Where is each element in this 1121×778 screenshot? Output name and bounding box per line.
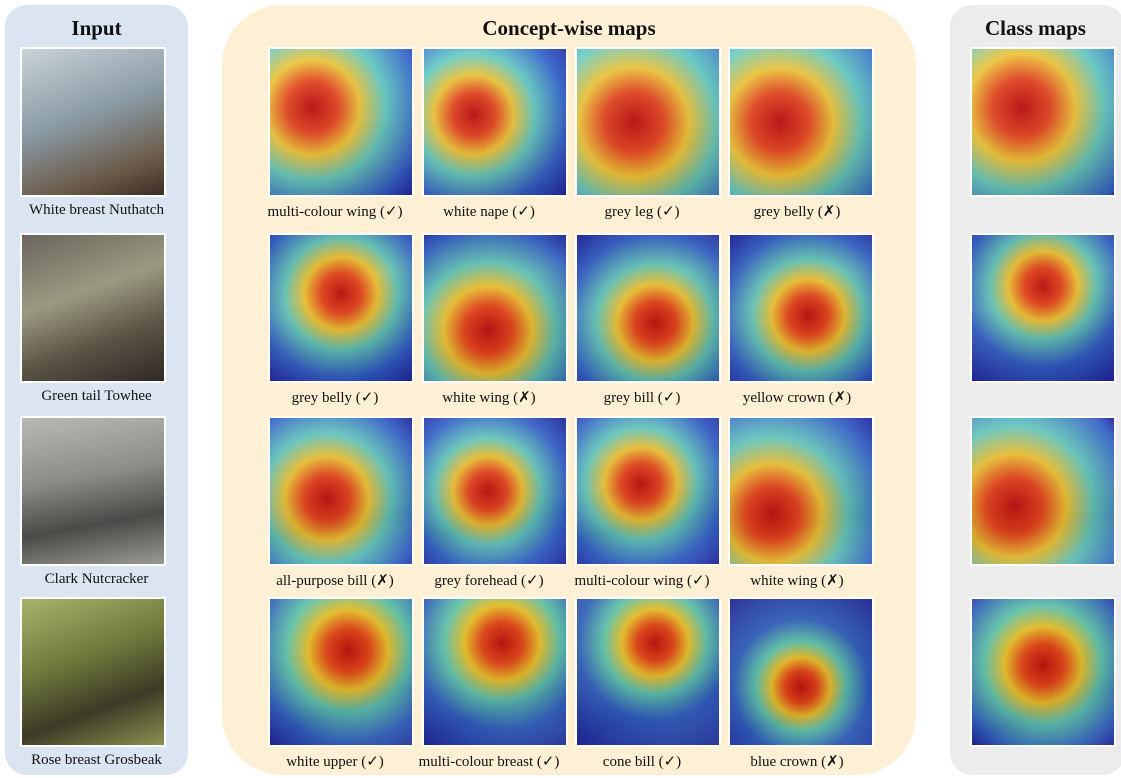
- concept-map: [575, 597, 721, 747]
- concept-caption: multi-colour wing (✓): [574, 573, 710, 589]
- concept-caption: cone bill (✓): [602, 754, 682, 770]
- panel-title: Class maps: [985, 16, 1086, 40]
- concept-caption: all-purpose bill (✗): [276, 573, 394, 589]
- concept-map: [728, 233, 874, 383]
- concept-caption: multi-colour wing (✓): [267, 204, 403, 220]
- concept-map: [422, 597, 568, 747]
- concept-map: [728, 47, 874, 197]
- input-image: [20, 416, 166, 566]
- concept-map: [422, 416, 568, 566]
- concept-caption: white upper (✓): [286, 754, 384, 770]
- concept-caption: grey belly (✗): [753, 204, 841, 220]
- panel-title: Input: [71, 16, 122, 40]
- concept-caption: grey belly (✓): [291, 390, 379, 406]
- concept-caption: grey bill (✓): [603, 390, 681, 406]
- concept-map: [268, 597, 414, 747]
- class-map: [970, 47, 1116, 197]
- concept-map: [268, 47, 414, 197]
- concept-caption: grey forehead (✓): [434, 573, 544, 589]
- concept-caption: white wing (✗): [750, 573, 844, 589]
- image-caption: Rose breast Grosbeak: [31, 752, 162, 768]
- concept-caption: white nape (✓): [443, 204, 535, 220]
- concept-map: [728, 597, 874, 747]
- concept-map: [728, 416, 874, 566]
- class-map: [970, 233, 1116, 383]
- concept-caption: white wing (✗): [442, 390, 536, 406]
- concept-map: [268, 416, 414, 566]
- panel-title: Concept-wise maps: [482, 16, 656, 40]
- concept-map: [575, 233, 721, 383]
- input-image: [20, 233, 166, 383]
- input-image: [20, 597, 166, 747]
- concept-caption: grey leg (✓): [604, 204, 680, 220]
- concept-caption: yellow crown (✗): [742, 390, 852, 406]
- concept-map: [268, 233, 414, 383]
- concept-map: [575, 47, 721, 197]
- input-image: [20, 47, 166, 197]
- concept-map: [575, 416, 721, 566]
- image-caption: Green tail Towhee: [41, 388, 152, 404]
- concept-caption: multi-colour breast (✓): [418, 754, 560, 770]
- class-map: [970, 597, 1116, 747]
- image-caption: White breast Nuthatch: [29, 202, 164, 218]
- class-map: [970, 416, 1116, 566]
- concept-map: [422, 47, 568, 197]
- concept-caption: blue crown (✗): [750, 754, 844, 770]
- image-caption: Clark Nutcracker: [44, 571, 149, 587]
- concept-map: [422, 233, 568, 383]
